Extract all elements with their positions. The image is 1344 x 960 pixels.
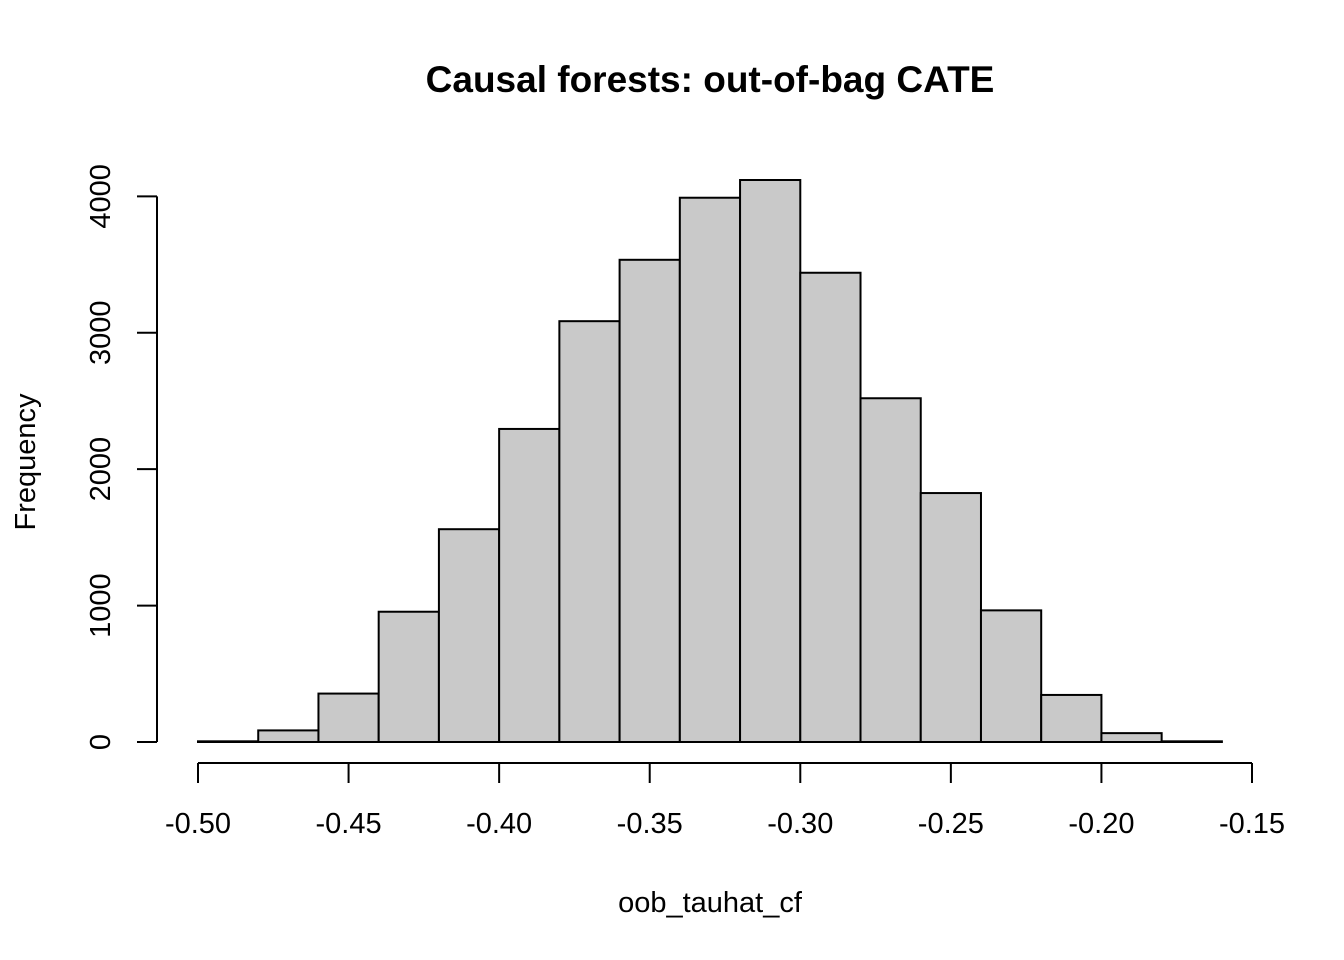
histogram-bar: [1040, 693, 1103, 744]
histogram-bar: [919, 492, 982, 743]
x-tick-label: -0.20: [1068, 808, 1134, 840]
y-axis-label: Frequency: [10, 393, 42, 531]
histogram-bar: [197, 740, 260, 743]
histogram-bar: [498, 427, 561, 743]
histogram-bar: [317, 692, 380, 744]
x-tick-label: -0.40: [466, 808, 532, 840]
histogram-bar: [678, 196, 742, 743]
x-tick-label: -0.50: [165, 808, 231, 840]
histogram-bar: [979, 609, 1043, 744]
y-tick-label: 4000: [85, 164, 117, 229]
x-tick-label: -0.25: [918, 808, 984, 840]
x-tick-label: -0.35: [617, 808, 683, 840]
x-tick-label: -0.15: [1219, 808, 1285, 840]
x-tick-label: -0.30: [767, 808, 833, 840]
histogram-bar: [377, 610, 440, 744]
histogram-bar: [257, 729, 320, 743]
y-tick-label: 1000: [85, 573, 117, 638]
y-axis: 0 1000 2000 3000 4000: [85, 164, 158, 750]
y-tick-label: 2000: [85, 437, 117, 502]
x-axis: -0.50 -0.45 -0.40 -0.35 -0.30 -0.25 -0.20 -0.15: [165, 762, 1285, 840]
x-axis-label: oob_tauhat_cf: [618, 887, 803, 919]
histogram-bar: [739, 179, 802, 743]
y-tick-label: 0: [85, 734, 117, 750]
histogram-bar: [558, 320, 621, 743]
histogram-bar: [799, 271, 862, 743]
bars-group: [197, 179, 1223, 744]
chart-title: Causal forests: out-of-bag CATE: [426, 59, 995, 100]
histogram-bar: [1100, 732, 1163, 743]
histogram-bar: [1160, 740, 1223, 743]
histogram-bar: [437, 528, 501, 743]
histogram-bar: [859, 397, 922, 743]
histogram-bar: [618, 258, 681, 743]
y-tick-label: 3000: [85, 301, 117, 366]
x-tick-label: -0.45: [316, 808, 382, 840]
